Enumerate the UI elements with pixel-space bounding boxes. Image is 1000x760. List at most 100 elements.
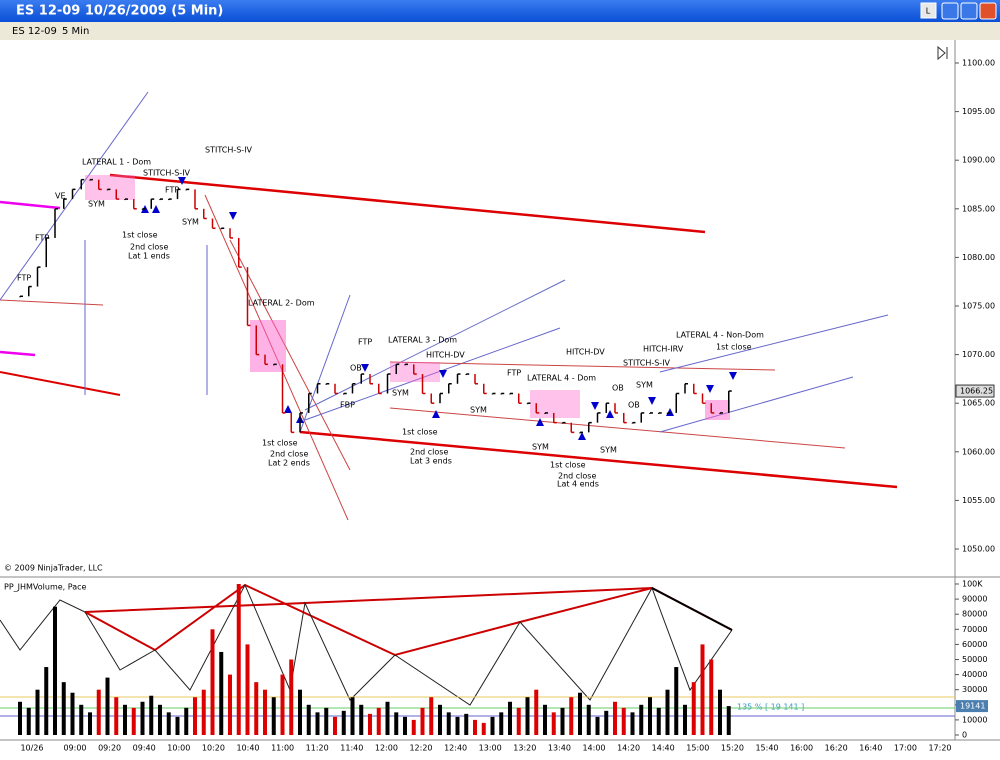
price-tick-label: 1080.00 (962, 253, 995, 262)
volume-bar (201, 689, 206, 735)
volume-bar (184, 707, 189, 735)
volume-bar (429, 697, 434, 735)
annotation: SYM (470, 406, 487, 415)
time-label: 09:20 (98, 744, 121, 753)
volume-bar (44, 667, 49, 735)
window-title: ES 12-09 10/26/2009 (5 Min) (16, 4, 223, 19)
volume-bar (621, 707, 626, 735)
time-label: 15:00 (686, 744, 709, 753)
volume-tick-label: 80000 (962, 610, 987, 619)
time-label: 09:00 (63, 744, 86, 753)
volume-bar (61, 682, 66, 735)
volume-bar (411, 719, 416, 735)
volume-bar (578, 692, 582, 735)
volume-bar (648, 697, 652, 735)
volume-bar (96, 689, 101, 735)
volume-bar (368, 713, 372, 735)
time-label: 10:00 (167, 744, 190, 753)
volume-bar (166, 712, 171, 735)
toolbar (0, 22, 1000, 40)
price-tick-label: 1100.00 (962, 59, 995, 68)
minimize-button[interactable] (941, 2, 959, 20)
volume-bar (315, 712, 320, 735)
volume-tick-label: 30000 (962, 685, 987, 694)
time-label: 11:40 (340, 744, 363, 753)
volume-bar (175, 716, 180, 735)
annotation: 2nd close (410, 448, 448, 457)
time-label: 09:40 (133, 744, 156, 753)
annotation: 2nd close (270, 450, 308, 459)
annotation: 1st close (402, 428, 438, 437)
last-volume-label: 19141 (960, 702, 985, 711)
time-label: 12:00 (375, 744, 398, 753)
volume-bar (228, 674, 232, 735)
time-label: 10/26 (20, 744, 43, 753)
volume-bar (481, 722, 486, 735)
time-label: 13:20 (513, 744, 536, 753)
volume-bar (665, 689, 670, 735)
volume-bar (131, 707, 136, 735)
annotation: SYM (182, 218, 199, 227)
price-tick-label: 1095.00 (962, 107, 995, 116)
annotation: STITCH-S-IV (143, 169, 191, 178)
volume-bar (499, 712, 504, 735)
annotation: OB (612, 384, 624, 393)
indicator-label: PP_JHMVolume, Pace (4, 583, 87, 592)
annotation: FTP (358, 338, 372, 347)
volume-bar (639, 704, 644, 735)
volume-bar (595, 716, 600, 735)
annotation: FTP (17, 274, 31, 283)
close-button[interactable] (979, 2, 997, 20)
volume-bar (289, 659, 294, 735)
last-price-box (955, 384, 995, 398)
l-button[interactable] (920, 2, 937, 19)
volume-bar (455, 716, 460, 735)
volume-bar (79, 704, 84, 735)
annotation: SYM (392, 389, 409, 398)
time-label: 12:20 (409, 744, 432, 753)
volume-bar (438, 704, 442, 735)
time-label: 13:00 (479, 744, 502, 753)
volume-bar (53, 606, 57, 735)
volume-bar (683, 704, 687, 735)
annotation: LATERAL 2- Dom (248, 299, 315, 308)
volume-bar (70, 692, 75, 735)
annotation: HITCH-IRV (643, 345, 684, 354)
volume-bar (263, 689, 267, 735)
volume-bar (88, 712, 92, 735)
period-selector[interactable]: 5 Min (62, 26, 89, 37)
annotation: 1st close (550, 461, 586, 470)
annotation: OB (350, 364, 362, 373)
volume-bar (341, 710, 346, 735)
annotation: STITCH-S-IV (205, 146, 253, 155)
time-label: 17:20 (928, 744, 951, 753)
annotation: SYM (532, 443, 549, 452)
volume-bar (569, 697, 574, 735)
maximize-button[interactable] (960, 2, 978, 20)
time-label: 11:20 (306, 744, 329, 753)
volume-tick-label: 50000 (962, 655, 987, 664)
volume-bar (149, 695, 154, 735)
volume-tick-label: 100K (962, 580, 983, 589)
annotation: 2nd close (558, 472, 596, 481)
time-label: 11:00 (271, 744, 294, 753)
annotation: SYM (88, 200, 105, 209)
price-panel (0, 40, 955, 576)
volume-bar (560, 707, 565, 735)
annotation: OB (628, 401, 640, 410)
volume-bar (551, 712, 556, 735)
volume-bar (236, 584, 241, 735)
annotation: Lat 4 ends (557, 480, 599, 489)
annotation: 2nd close (130, 243, 168, 252)
l-button-label[interactable]: L (926, 7, 931, 16)
volume-bar (726, 706, 731, 735)
volume-bar (490, 716, 495, 735)
time-label: 16:00 (790, 744, 813, 753)
volume-bar (656, 707, 661, 735)
volume-bar (140, 701, 145, 735)
volume-bar (691, 682, 696, 735)
instrument-selector[interactable]: ES 12-09 (12, 26, 57, 37)
volume-bar (350, 697, 355, 735)
volume-bar (35, 689, 40, 735)
annotation: Lat 1 ends (128, 252, 170, 261)
